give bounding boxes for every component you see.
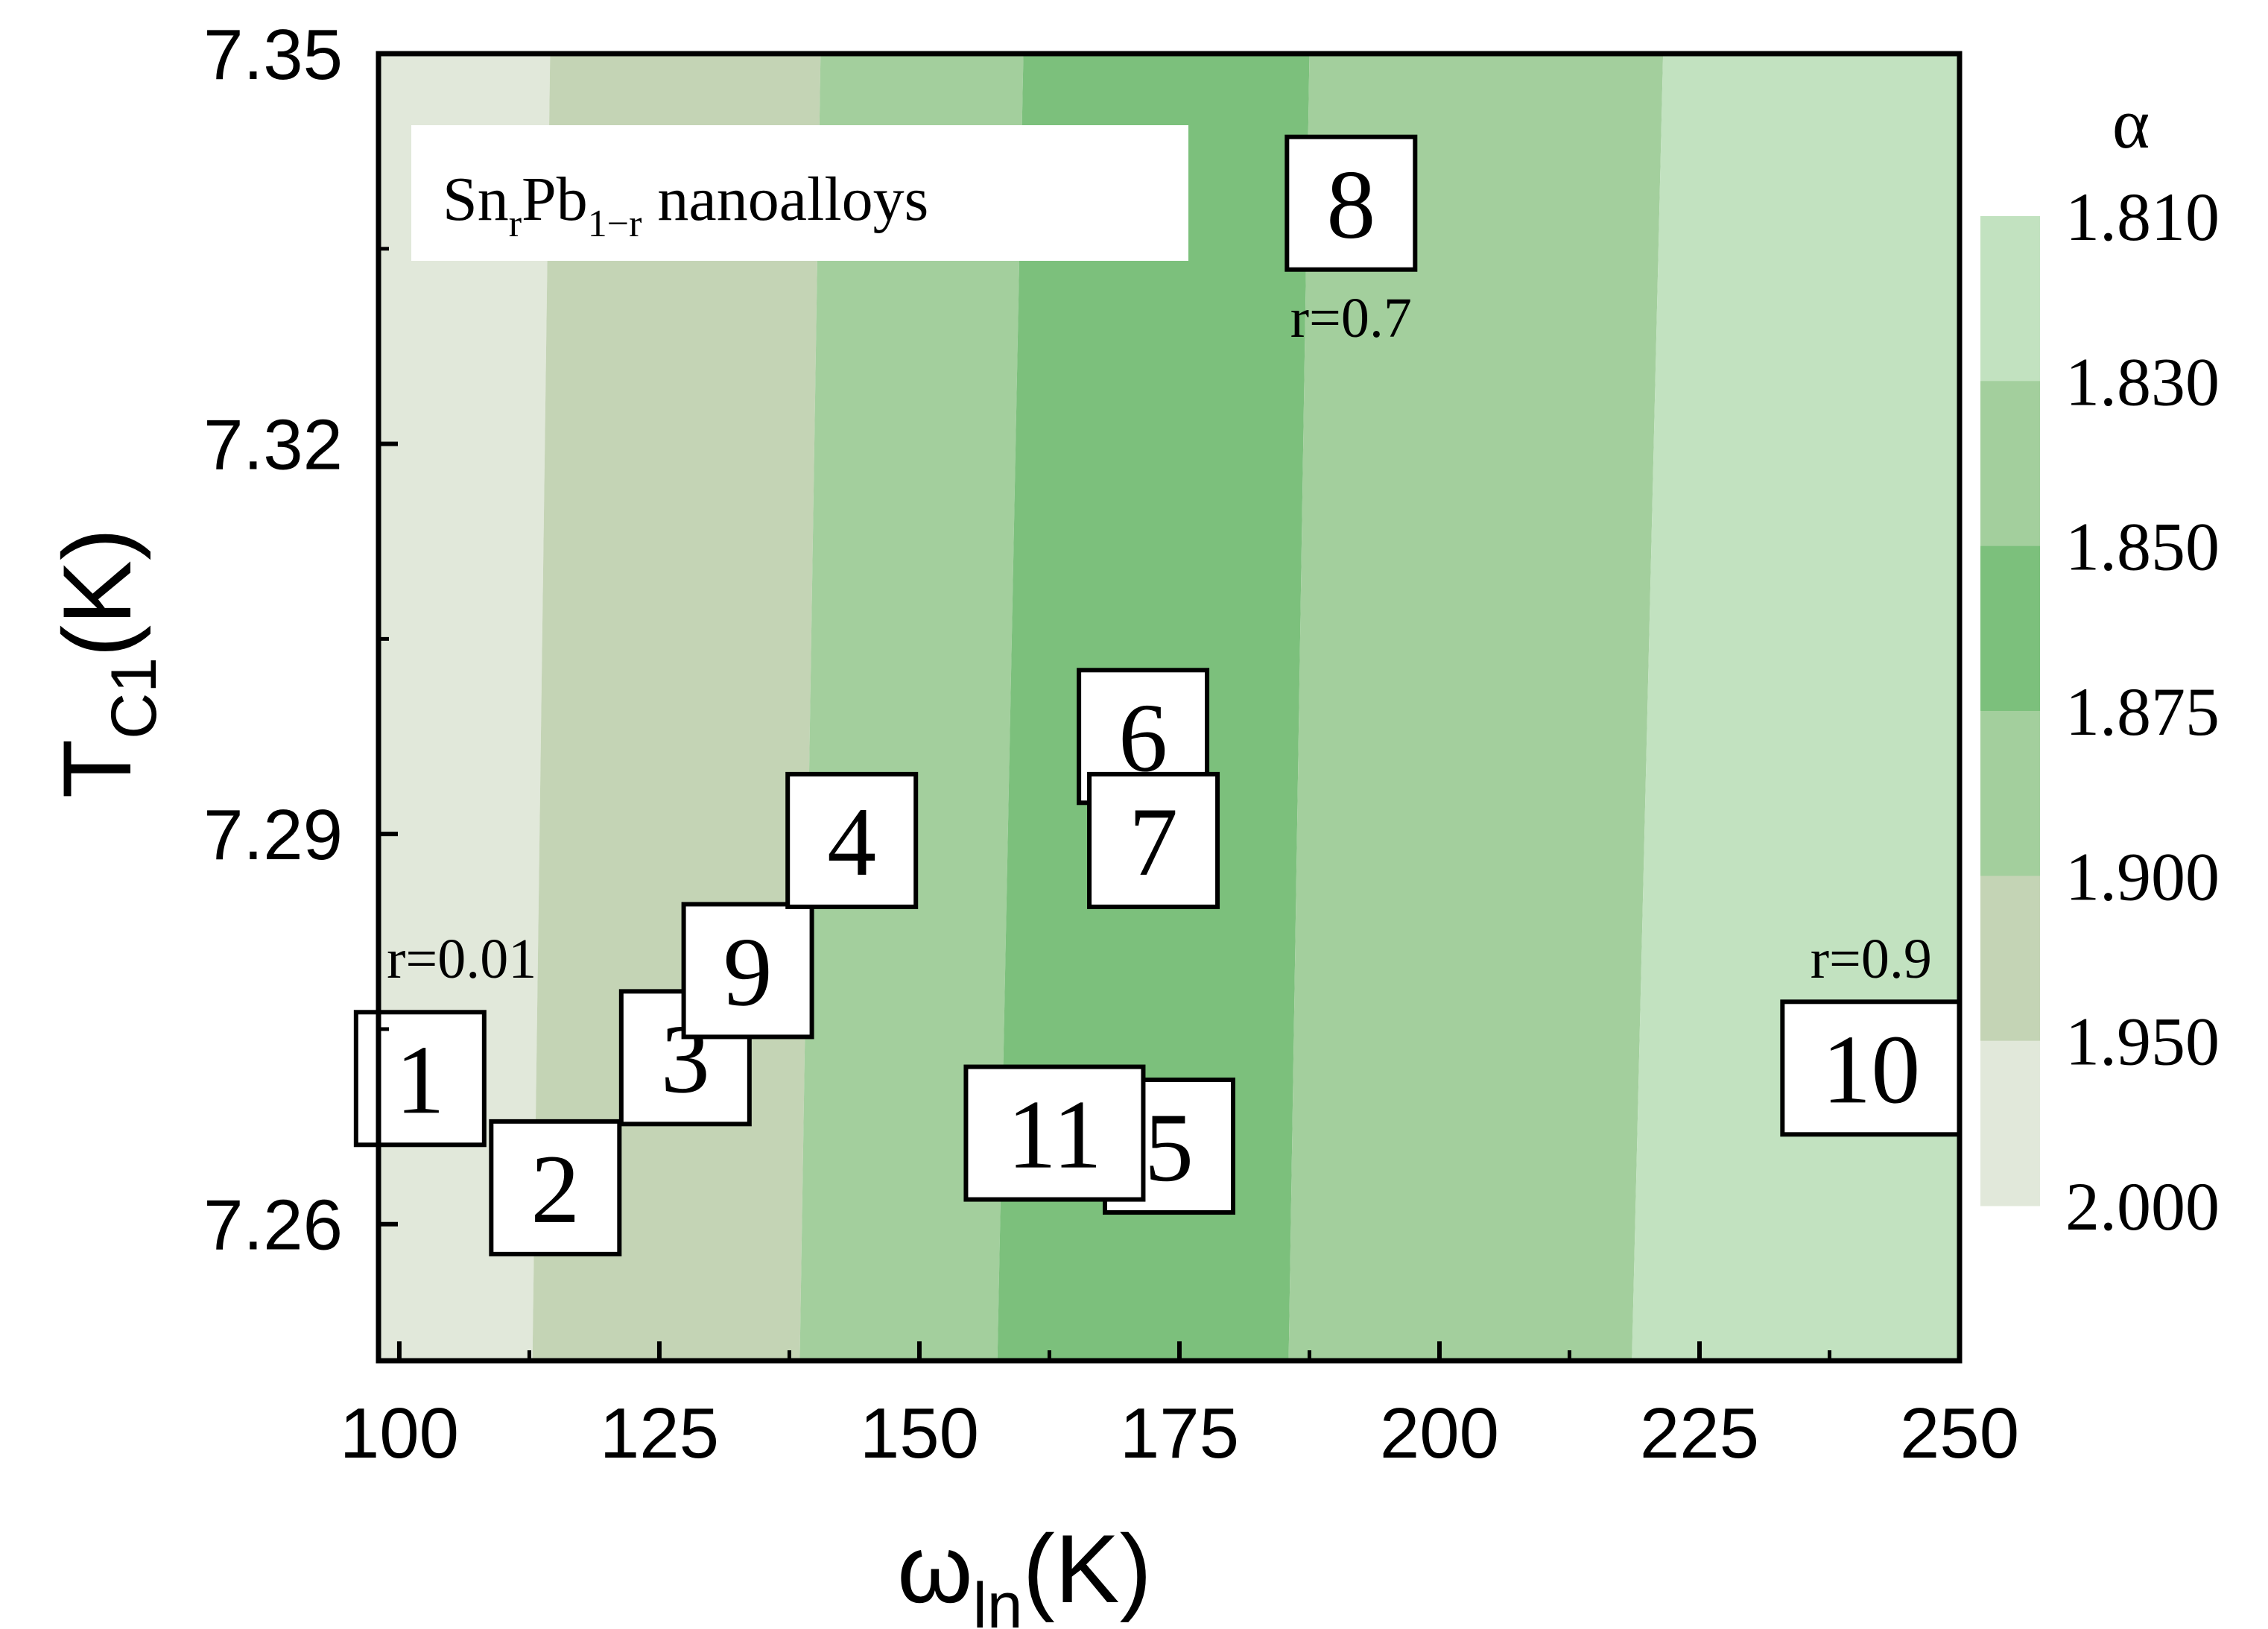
point-1: 1 xyxy=(353,1010,487,1148)
composition-annotation: SnrPb1−r nanoalloys xyxy=(411,125,1188,261)
colorbar-label: 1.830 xyxy=(2065,344,2220,420)
colorbar-label: 1.850 xyxy=(2065,509,2220,585)
point-label: 7 xyxy=(1129,787,1178,896)
x-tick-label: 175 xyxy=(1120,1394,1239,1473)
x-tick-label: 250 xyxy=(1900,1394,2019,1473)
x-tick-label: 100 xyxy=(340,1394,459,1473)
point-10: 10 xyxy=(1780,999,1963,1137)
point-notes: r=0.01 r=0.7 r=0.9 xyxy=(387,287,1932,990)
point-box xyxy=(963,1064,1146,1202)
point-label: 5 xyxy=(1144,1092,1194,1202)
point-2: 2 xyxy=(489,1119,622,1256)
annotation-sn: Sn xyxy=(443,165,509,234)
colorbar-segment-0 xyxy=(1980,216,2040,382)
point-box xyxy=(1285,134,1418,272)
colorbar-label: 1.810 xyxy=(2065,179,2220,255)
x-axis-label: ωln(K) xyxy=(897,1514,1152,1629)
y-tick-label: 7.35 xyxy=(203,15,343,95)
point-box xyxy=(1087,771,1220,909)
annotation-sub-r: r xyxy=(509,203,522,245)
y-tick-label: 7.32 xyxy=(203,405,343,485)
annotation-sub-1-r: 1−r xyxy=(588,203,642,245)
point-7: 7 xyxy=(1087,771,1220,909)
colorbar-segment-4 xyxy=(1980,876,2040,1042)
point-9: 9 xyxy=(681,902,814,1040)
point-label: 11 xyxy=(1007,1080,1102,1189)
point-box xyxy=(785,771,919,909)
annotation-pb: Pb xyxy=(522,165,588,234)
colorbar-label: 2.000 xyxy=(2065,1168,2220,1244)
x-tick-label: 225 xyxy=(1640,1394,1759,1473)
point-label: 9 xyxy=(723,917,773,1026)
x-tick-label: 125 xyxy=(600,1394,719,1473)
point-label: 1 xyxy=(396,1025,445,1134)
point-box xyxy=(489,1119,622,1256)
point-note-2: r=0.9 xyxy=(1811,928,1932,990)
colorbar-title: α xyxy=(2112,83,2150,163)
y-tick-label: 7.26 xyxy=(203,1186,343,1265)
contour-band-5 xyxy=(1632,54,1960,1361)
annotation-tail: nanoalloys xyxy=(642,165,928,234)
colorbar-label: 1.950 xyxy=(2065,1004,2220,1080)
colorbar-segment-1 xyxy=(1980,381,2040,547)
x-tick-label: 150 xyxy=(860,1394,979,1473)
point-label: 4 xyxy=(827,787,876,896)
point-note-0: r=0.01 xyxy=(387,928,536,990)
colorbar-segment-2 xyxy=(1980,545,2040,712)
point-note-1: r=0.7 xyxy=(1290,287,1412,349)
y-axis-label: TC1(K) xyxy=(42,528,170,799)
point-box xyxy=(681,902,814,1040)
point-4: 4 xyxy=(785,771,919,909)
y-tick-label: 7.29 xyxy=(203,795,343,875)
colorbar-label: 1.900 xyxy=(2065,838,2220,914)
colorbar-label: 1.875 xyxy=(2065,674,2220,750)
x-tick-label: 200 xyxy=(1380,1394,1499,1473)
colorbar-segment-5 xyxy=(1980,1040,2040,1206)
point-label: 10 xyxy=(1822,1014,1920,1124)
point-label: 2 xyxy=(530,1134,580,1244)
contour-band-2 xyxy=(799,54,1024,1361)
point-11: 11 xyxy=(963,1064,1146,1202)
colorbar-segment-3 xyxy=(1980,711,2040,876)
colorbar: 1.810 1.830 1.850 1.875 1.900 1.950 2.000 xyxy=(1980,179,2220,1244)
point-8: 8 xyxy=(1285,134,1418,272)
point-label: 8 xyxy=(1326,150,1375,259)
plot-frame xyxy=(376,51,1963,1364)
svg-text:SnrPb1−r nanoalloys: SnrPb1−r nanoalloys xyxy=(443,165,928,245)
contour-band-4 xyxy=(1288,54,1664,1361)
point-box xyxy=(1780,999,1963,1137)
